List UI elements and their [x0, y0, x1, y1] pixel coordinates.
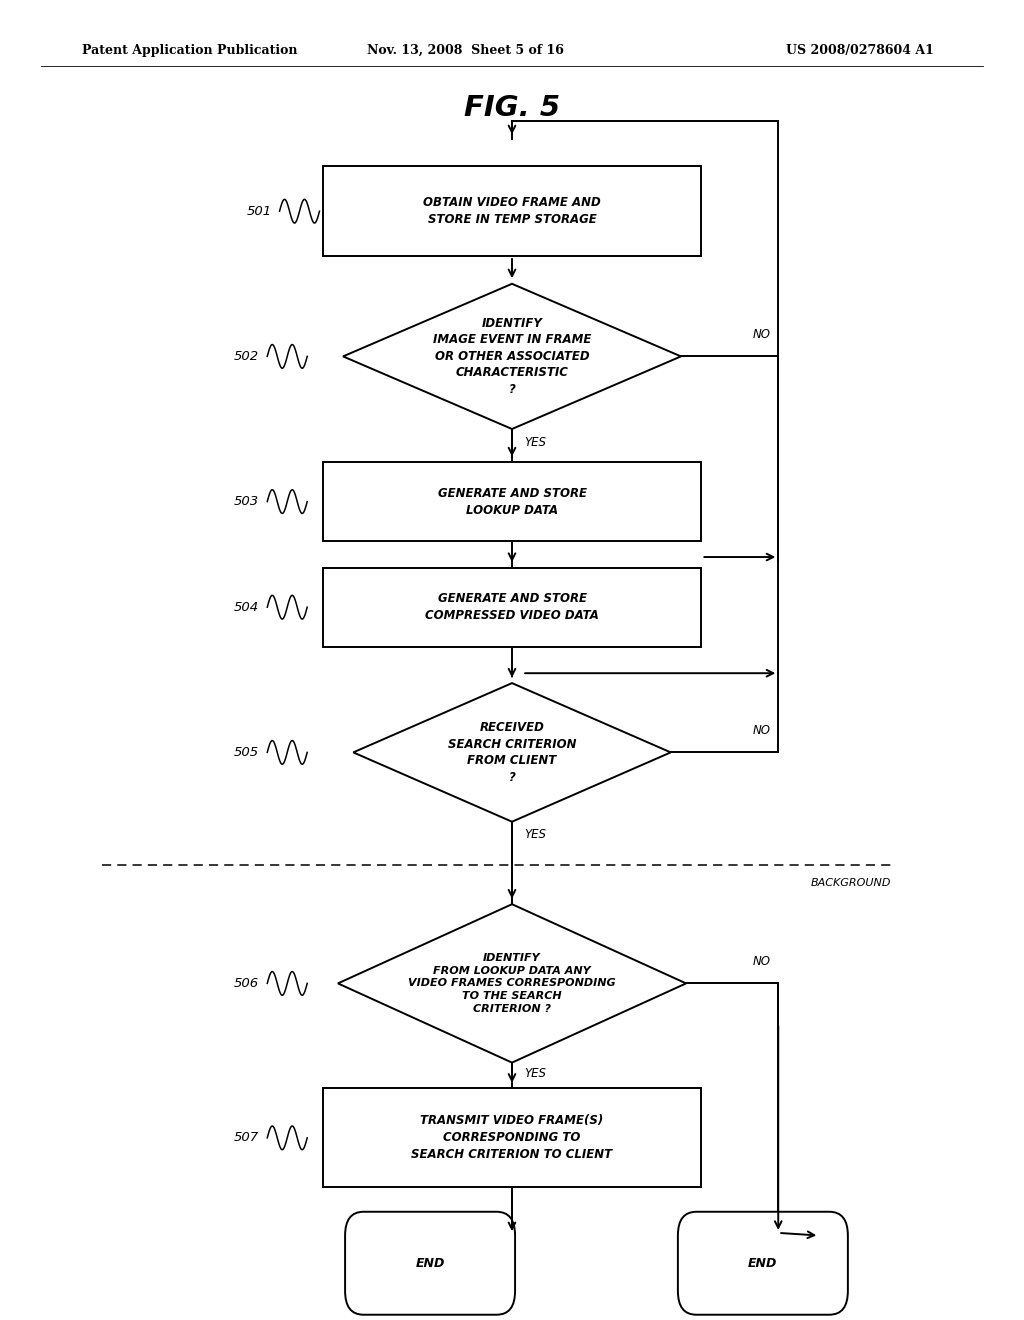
Text: YES: YES [524, 436, 546, 449]
Text: 506: 506 [233, 977, 259, 990]
Text: Nov. 13, 2008  Sheet 5 of 16: Nov. 13, 2008 Sheet 5 of 16 [368, 44, 564, 57]
Text: BACKGROUND: BACKGROUND [810, 878, 891, 888]
Text: END: END [749, 1257, 777, 1270]
Text: NO: NO [753, 327, 771, 341]
Text: OBTAIN VIDEO FRAME AND
STORE IN TEMP STORAGE: OBTAIN VIDEO FRAME AND STORE IN TEMP STO… [423, 197, 601, 226]
Text: GENERATE AND STORE
LOOKUP DATA: GENERATE AND STORE LOOKUP DATA [437, 487, 587, 516]
Text: RECEIVED
SEARCH CRITERION
FROM CLIENT
?: RECEIVED SEARCH CRITERION FROM CLIENT ? [447, 721, 577, 784]
Text: US 2008/0278604 A1: US 2008/0278604 A1 [786, 44, 934, 57]
FancyBboxPatch shape [678, 1212, 848, 1315]
Text: GENERATE AND STORE
COMPRESSED VIDEO DATA: GENERATE AND STORE COMPRESSED VIDEO DATA [425, 593, 599, 622]
Bar [323, 166, 701, 256]
Text: 501: 501 [246, 205, 271, 218]
Bar [323, 1088, 701, 1188]
Text: END: END [416, 1257, 444, 1270]
Text: IDENTIFY
FROM LOOKUP DATA ANY
VIDEO FRAMES CORRESPONDING
TO THE SEARCH
CRITERION: IDENTIFY FROM LOOKUP DATA ANY VIDEO FRAM… [409, 953, 615, 1014]
Text: Patent Application Publication: Patent Application Publication [82, 44, 297, 57]
Text: FIG. 5: FIG. 5 [464, 94, 560, 123]
Polygon shape [343, 284, 681, 429]
Text: NO: NO [753, 954, 771, 968]
FancyBboxPatch shape [345, 1212, 515, 1315]
Text: NO: NO [753, 723, 771, 737]
Text: TRANSMIT VIDEO FRAME(S)
CORRESPONDING TO
SEARCH CRITERION TO CLIENT: TRANSMIT VIDEO FRAME(S) CORRESPONDING TO… [412, 1114, 612, 1162]
Polygon shape [353, 684, 671, 821]
Text: YES: YES [524, 829, 546, 841]
Bar [323, 568, 701, 647]
Text: 503: 503 [233, 495, 259, 508]
Text: 507: 507 [233, 1131, 259, 1144]
Text: 505: 505 [233, 746, 259, 759]
Text: 502: 502 [233, 350, 259, 363]
Bar [323, 462, 701, 541]
Polygon shape [338, 904, 686, 1063]
Text: YES: YES [524, 1067, 546, 1080]
Text: IDENTIFY
IMAGE EVENT IN FRAME
OR OTHER ASSOCIATED
CHARACTERISTIC
?: IDENTIFY IMAGE EVENT IN FRAME OR OTHER A… [433, 317, 591, 396]
Text: 504: 504 [233, 601, 259, 614]
